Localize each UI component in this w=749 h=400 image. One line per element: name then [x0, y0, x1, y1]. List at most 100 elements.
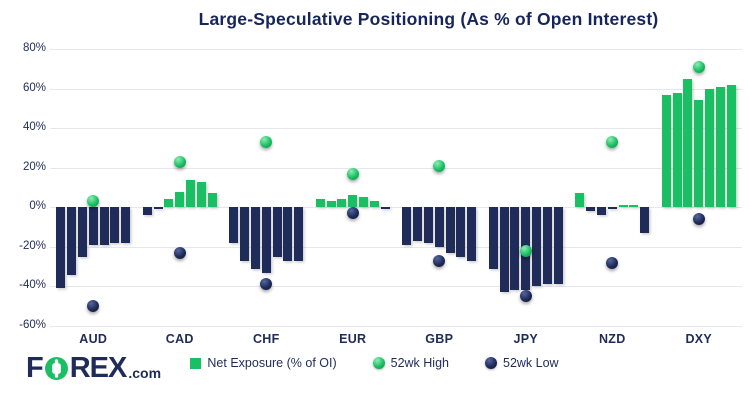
- net-exposure-bar: [694, 100, 704, 208]
- net-exposure-bar: [164, 199, 174, 208]
- y-axis-tick: 20%: [22, 160, 46, 173]
- net-exposure-bar: [240, 207, 250, 261]
- legend-item-net-exposure: Net Exposure (% of OI): [190, 356, 337, 370]
- net-exposure-bar: [348, 195, 358, 208]
- net-exposure-bar: [250, 207, 260, 269]
- x-axis-label: DXY: [685, 332, 713, 346]
- net-exposure-bar: [402, 207, 412, 245]
- net-exposure-bar: [434, 207, 444, 247]
- net-exposure-bar: [488, 207, 498, 269]
- forex-logo-o-icon: [44, 356, 69, 381]
- x-axis-label: EUR: [339, 332, 367, 346]
- low-52wk-marker: [692, 213, 705, 226]
- y-axis-tick: 60%: [22, 81, 46, 94]
- net-exposure-bar: [618, 205, 628, 208]
- high-marker-icon: [372, 357, 385, 369]
- net-exposure-bar: [532, 207, 541, 287]
- high-52wk-marker: [519, 244, 532, 257]
- net-exposure-bar: [661, 94, 671, 208]
- y-axis-tick: -40%: [19, 279, 46, 292]
- net-exposure-bar: [261, 207, 271, 273]
- legend-label: 52wk High: [390, 356, 449, 370]
- net-exposure-bar: [683, 78, 693, 208]
- plot-area: AUD CAD CHF EUR GBP JPY NZD DXY: [50, 49, 743, 346]
- bar-group-nzd: NZD: [569, 49, 656, 346]
- net-exposure-bar: [186, 179, 195, 208]
- gridline: [50, 326, 742, 327]
- low-52wk-marker: [346, 207, 359, 220]
- net-exposure-bar: [499, 207, 509, 293]
- low-marker-icon: [485, 357, 497, 369]
- net-exposure-bar: [153, 207, 163, 210]
- high-52wk-marker: [692, 60, 705, 73]
- bar-group-cad: CAD: [137, 49, 224, 346]
- net-exposure-bar: [67, 207, 77, 275]
- net-exposure-bar: [369, 201, 379, 208]
- net-exposure-swatch-icon: [190, 357, 202, 369]
- high-52wk-marker: [260, 136, 273, 148]
- high-52wk-marker: [606, 136, 619, 148]
- net-exposure-bar: [207, 193, 217, 208]
- net-exposure-bar: [110, 207, 120, 243]
- low-52wk-marker: [606, 256, 619, 269]
- net-exposure-bar: [445, 207, 455, 253]
- high-52wk-marker: [433, 159, 446, 172]
- legend-label: Net Exposure (% of OI): [207, 356, 337, 370]
- high-52wk-marker: [173, 155, 186, 168]
- x-axis-label: GBP: [425, 332, 454, 346]
- x-axis-label: AUD: [79, 332, 108, 346]
- y-axis-tick: 80%: [22, 42, 46, 54]
- net-exposure-bar: [672, 92, 682, 208]
- net-exposure-bar: [553, 207, 563, 285]
- gridline: [50, 167, 742, 169]
- legend-item-52wk-low: 52wk Low: [485, 356, 559, 370]
- net-exposure-bar: [575, 193, 585, 208]
- y-axis-tick: -60%: [19, 319, 46, 331]
- net-exposure-bar: [413, 207, 423, 241]
- net-exposure-bar: [315, 199, 325, 208]
- x-axis-label: JPY: [513, 332, 539, 346]
- bar-group-chf: CHF: [223, 49, 310, 346]
- y-axis-tick: 0%: [29, 200, 46, 213]
- net-exposure-bar: [88, 207, 98, 245]
- net-exposure-bar: [142, 207, 152, 216]
- y-axis-tick: -20%: [19, 239, 46, 252]
- low-52wk-marker: [433, 254, 446, 267]
- gridline: [50, 88, 742, 90]
- net-exposure-bar: [586, 207, 596, 212]
- net-exposure-bar: [121, 207, 131, 243]
- bar-group-jpy: JPY: [483, 49, 570, 346]
- logo-text-com: .com: [128, 365, 162, 381]
- net-exposure-bar: [456, 207, 466, 257]
- logo-text-rex: REX: [69, 352, 128, 384]
- chart-title: Large-Speculative Positioning (As % of O…: [198, 9, 659, 29]
- net-exposure-bar: [337, 199, 347, 208]
- net-exposure-bar: [196, 181, 206, 208]
- gridline: [50, 128, 742, 130]
- logo-text-f: F: [26, 352, 44, 384]
- high-52wk-marker: [346, 167, 359, 180]
- net-exposure-bar: [423, 207, 433, 243]
- low-52wk-marker: [173, 246, 186, 259]
- legend-item-52wk-high: 52wk High: [372, 356, 449, 370]
- x-axis-label: NZD: [598, 332, 626, 346]
- net-exposure-bar: [715, 86, 725, 208]
- low-52wk-marker: [260, 278, 273, 291]
- net-exposure-bar: [705, 88, 714, 208]
- bar-group-gbp: GBP: [396, 49, 483, 346]
- low-52wk-marker: [519, 290, 532, 303]
- net-exposure-bar: [229, 207, 239, 243]
- net-exposure-bar: [294, 207, 304, 261]
- x-axis-label: CHF: [252, 332, 280, 346]
- legend-label: 52wk Low: [503, 356, 559, 370]
- low-52wk-marker: [87, 300, 100, 313]
- net-exposure-bar: [596, 207, 606, 216]
- bar-group-dxy: DXY: [656, 49, 743, 346]
- net-exposure-bar: [467, 207, 477, 261]
- x-axis-label: CAD: [165, 332, 194, 346]
- net-exposure-bar: [283, 207, 293, 261]
- net-exposure-bar: [272, 207, 282, 257]
- net-exposure-bar: [326, 201, 336, 208]
- net-exposure-bar: [640, 207, 650, 233]
